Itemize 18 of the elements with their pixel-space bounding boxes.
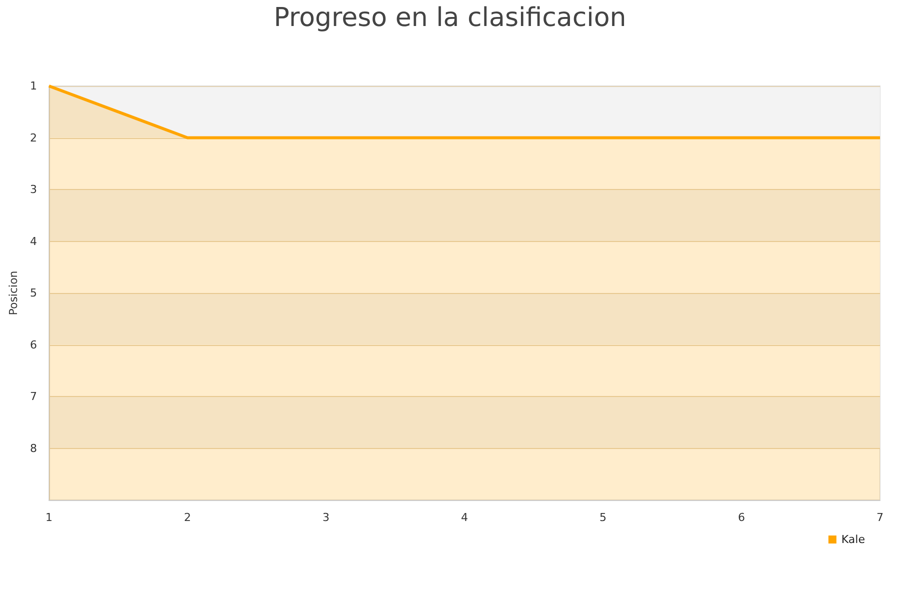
x-tick-label: 1 [46,511,52,524]
legend-label: Kale [841,533,866,546]
y-axis-title: Posicion [7,270,20,316]
y-tick-label: 8 [30,442,37,455]
x-tick-label: 5 [600,511,606,524]
x-tick-label: 2 [184,511,191,524]
x-tick-label: 3 [322,511,330,524]
x-tick-label: 7 [876,511,884,524]
x-tick-label: 4 [461,511,468,524]
chart-title: Progreso en la clasificacion [274,3,626,33]
y-tick-label: 6 [30,338,37,352]
y-tick-label: 5 [30,286,37,300]
y-tick-label: 3 [30,183,37,196]
y-tick-label: 1 [30,80,37,92]
y-tick-label: 4 [30,234,37,248]
y-tick-label: 7 [30,390,37,403]
x-tick-label: 6 [738,511,745,524]
y-tick-label: 2 [30,131,37,144]
